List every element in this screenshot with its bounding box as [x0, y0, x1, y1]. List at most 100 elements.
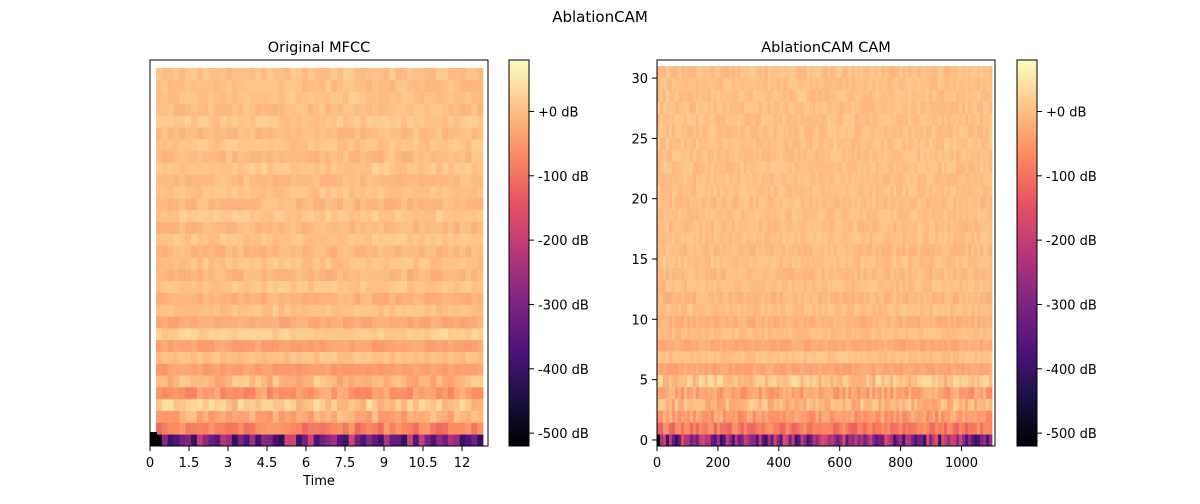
heatmap-cell [337, 68, 343, 80]
heatmap-cell [929, 399, 932, 411]
heatmap-cell [419, 233, 425, 245]
heatmap-cell [401, 151, 407, 163]
heatmap-cell [845, 137, 848, 149]
heatmap-cell [944, 363, 947, 375]
heatmap-cell [290, 422, 296, 434]
heatmap-cell [337, 92, 343, 104]
heatmap-cell [284, 422, 290, 434]
heatmap-cell [902, 434, 905, 446]
heatmap-cell [890, 232, 893, 244]
heatmap-cell [657, 422, 660, 434]
heatmap-cell [465, 210, 471, 222]
heatmap-cell [249, 257, 255, 269]
heatmap-cell [425, 222, 431, 234]
heatmap-cell [419, 245, 425, 257]
heatmap-cell [708, 173, 711, 185]
heatmap-cell [899, 197, 902, 209]
heatmap-cell [407, 163, 413, 175]
heatmap-cell [360, 186, 366, 198]
heatmap-cell [983, 399, 986, 411]
heatmap-cell [827, 375, 830, 387]
heatmap-cell [923, 422, 926, 434]
heatmap-cell [819, 185, 822, 197]
heatmap-cell [657, 399, 660, 411]
heatmap-cell [926, 137, 929, 149]
heatmap-cell [848, 315, 851, 327]
heatmap-cell [887, 410, 890, 422]
heatmap-cell [454, 245, 460, 257]
heatmap-cell [827, 232, 830, 244]
heatmap-cell [699, 114, 702, 126]
heatmap-cell [774, 137, 777, 149]
heatmap-cell [977, 161, 980, 173]
heatmap-cell [699, 351, 702, 363]
heatmap-cell [343, 340, 349, 352]
heatmap-cell [938, 209, 941, 221]
heatmap-cell [926, 434, 929, 446]
heatmap-cell [693, 422, 696, 434]
heatmap-cell [857, 422, 860, 434]
heatmap-cell [881, 256, 884, 268]
heatmap-cell [320, 281, 326, 293]
heatmap-cell [442, 139, 448, 151]
heatmap-cell [920, 268, 923, 280]
heatmap-cell [902, 363, 905, 375]
heatmap-cell [830, 327, 833, 339]
heatmap-cell [959, 137, 962, 149]
heatmap-cell [851, 363, 854, 375]
heatmap-cell [923, 232, 926, 244]
heatmap-cell [977, 137, 980, 149]
heatmap-cell [980, 209, 983, 221]
heatmap-cell [896, 137, 899, 149]
heatmap-cell [430, 316, 436, 328]
heatmap-cell [804, 304, 807, 316]
heatmap-cell [917, 422, 920, 434]
heatmap-cell [267, 269, 273, 281]
heatmap-cell [944, 422, 947, 434]
heatmap-cell [419, 328, 425, 340]
heatmap-cell [881, 327, 884, 339]
heatmap-cell [747, 268, 750, 280]
heatmap-cell [384, 151, 390, 163]
heatmap-cell [425, 387, 431, 399]
heatmap-cell [460, 80, 466, 92]
heatmap-cell [244, 115, 250, 127]
heatmap-cell [696, 173, 699, 185]
heatmap-cell [255, 139, 261, 151]
heatmap-cell [355, 269, 361, 281]
heatmap-cell [771, 185, 774, 197]
heatmap-cell [660, 351, 663, 363]
heatmap-cell [185, 292, 191, 304]
heatmap-cell [226, 222, 232, 234]
heatmap-cell [917, 173, 920, 185]
heatmap-cell [261, 198, 267, 210]
heatmap-cell [836, 422, 839, 434]
heatmap-cell [923, 387, 926, 399]
heatmap-cell [249, 198, 255, 210]
heatmap-cell [726, 327, 729, 339]
heatmap-cell [156, 68, 162, 80]
heatmap-cell [801, 315, 804, 327]
heatmap-cell [893, 304, 896, 316]
heatmap-cell [331, 210, 337, 222]
heatmap-cell [657, 173, 660, 185]
heatmap-cell [179, 375, 185, 387]
heatmap-cell [314, 340, 320, 352]
heatmap-cell [477, 245, 483, 257]
heatmap-cell [825, 351, 828, 363]
heatmap-cell [705, 351, 708, 363]
heatmap-cell [360, 127, 366, 139]
heatmap-cell [279, 340, 285, 352]
heatmap-cell [911, 363, 914, 375]
heatmap-cell [669, 399, 672, 411]
heatmap-cell [290, 103, 296, 115]
heatmap-cell [320, 127, 326, 139]
heatmap-cell [197, 422, 203, 434]
heatmap-cell [331, 139, 337, 151]
heatmap-cell [917, 256, 920, 268]
heatmap-cell [890, 185, 893, 197]
heatmap-cell [750, 149, 753, 161]
heatmap-cell [947, 387, 950, 399]
heatmap-cell [349, 363, 355, 375]
heatmap-cell [780, 197, 783, 209]
